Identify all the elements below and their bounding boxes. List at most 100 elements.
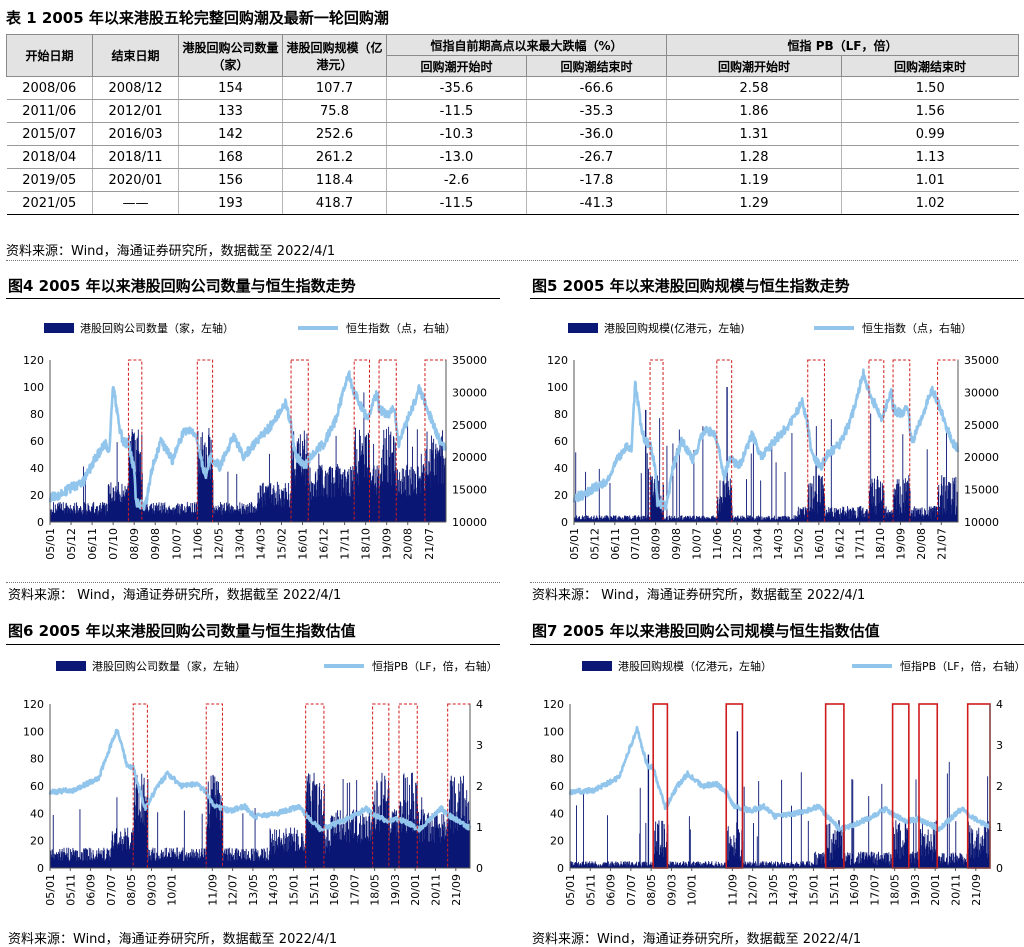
- y-right-tick-label: 20000: [452, 451, 487, 464]
- bar: [459, 791, 461, 868]
- bar: [161, 853, 163, 868]
- bar: [374, 830, 376, 868]
- y-right-tick-label: 10000: [452, 516, 487, 529]
- bar: [165, 858, 167, 868]
- bar: [750, 453, 752, 522]
- bar: [843, 507, 845, 522]
- bar: [668, 863, 670, 868]
- bar: [384, 779, 386, 868]
- bar: [621, 864, 623, 868]
- bar: [655, 850, 657, 868]
- bar: [396, 810, 397, 868]
- bar: [576, 865, 578, 868]
- bar: [749, 515, 751, 522]
- bar: [405, 470, 407, 522]
- bar: [789, 866, 791, 868]
- bar: [203, 857, 205, 868]
- bar: [983, 821, 985, 868]
- bar: [626, 862, 628, 868]
- bar: [692, 866, 694, 868]
- bar: [128, 848, 130, 868]
- bar: [309, 796, 311, 868]
- bar: [705, 861, 707, 868]
- x-tick-label: 10/07: [690, 528, 703, 560]
- bar: [239, 857, 241, 868]
- bar: [852, 862, 854, 868]
- bar: [963, 861, 965, 868]
- bar: [194, 857, 196, 868]
- bar: [850, 858, 852, 868]
- bar: [273, 853, 275, 868]
- bar: [873, 496, 875, 522]
- bar: [695, 862, 696, 868]
- bar: [902, 840, 904, 868]
- bar: [653, 853, 655, 868]
- bar: [207, 781, 209, 868]
- bar: [831, 859, 833, 868]
- bar: [465, 806, 467, 868]
- bar: [210, 809, 212, 868]
- bar: [639, 516, 641, 522]
- bar: [441, 813, 443, 868]
- bar: [938, 856, 940, 868]
- bar: [177, 858, 179, 868]
- bar: [745, 861, 747, 868]
- bar: [610, 865, 612, 868]
- bar: [872, 854, 874, 868]
- bar: [695, 865, 697, 868]
- bar: [827, 847, 828, 868]
- bar: [884, 508, 886, 522]
- x-tick-label: 05/01: [44, 528, 57, 560]
- bar: [124, 828, 126, 868]
- bar: [680, 866, 682, 868]
- bar: [756, 863, 758, 868]
- bar: [197, 852, 198, 868]
- bar: [657, 823, 658, 868]
- bar: [278, 829, 280, 868]
- bar: [127, 840, 129, 868]
- bar: [735, 853, 737, 868]
- bar: [901, 846, 903, 868]
- bar: [228, 847, 230, 868]
- bar: [592, 865, 594, 868]
- x-tick-label: 19/03: [909, 874, 922, 906]
- bar: [303, 474, 305, 522]
- bar: [353, 838, 355, 868]
- bar: [188, 858, 190, 868]
- x-tick-label: 17/07: [868, 874, 881, 906]
- bar: [131, 832, 132, 868]
- bar: [580, 866, 582, 868]
- bar: [714, 866, 716, 868]
- bar: [315, 824, 316, 868]
- bar: [97, 853, 99, 868]
- cell-start: 2018/04: [6, 145, 93, 169]
- bar: [301, 836, 303, 868]
- bar: [320, 466, 322, 522]
- bar: [799, 865, 801, 868]
- bar: [647, 865, 649, 868]
- bar: [944, 862, 946, 868]
- bar: [681, 866, 683, 868]
- bar: [332, 815, 334, 868]
- bar: [802, 861, 804, 868]
- bar: [783, 515, 785, 522]
- bar: [461, 818, 463, 868]
- bar: [713, 865, 715, 868]
- bar: [584, 864, 585, 868]
- bar: [597, 864, 599, 868]
- bar: [453, 813, 455, 868]
- bar: [710, 864, 712, 868]
- bar: [393, 815, 395, 868]
- bar: [58, 853, 60, 868]
- bar: [333, 816, 335, 868]
- bar: [925, 848, 927, 868]
- bar: [425, 826, 427, 868]
- legend-line-label: 恒生指数（点，右轴）: [862, 321, 972, 335]
- bar: [809, 865, 811, 868]
- bar: [575, 861, 577, 868]
- bar: [97, 859, 99, 868]
- bar: [700, 518, 702, 522]
- bar: [805, 864, 807, 868]
- bar: [962, 859, 964, 868]
